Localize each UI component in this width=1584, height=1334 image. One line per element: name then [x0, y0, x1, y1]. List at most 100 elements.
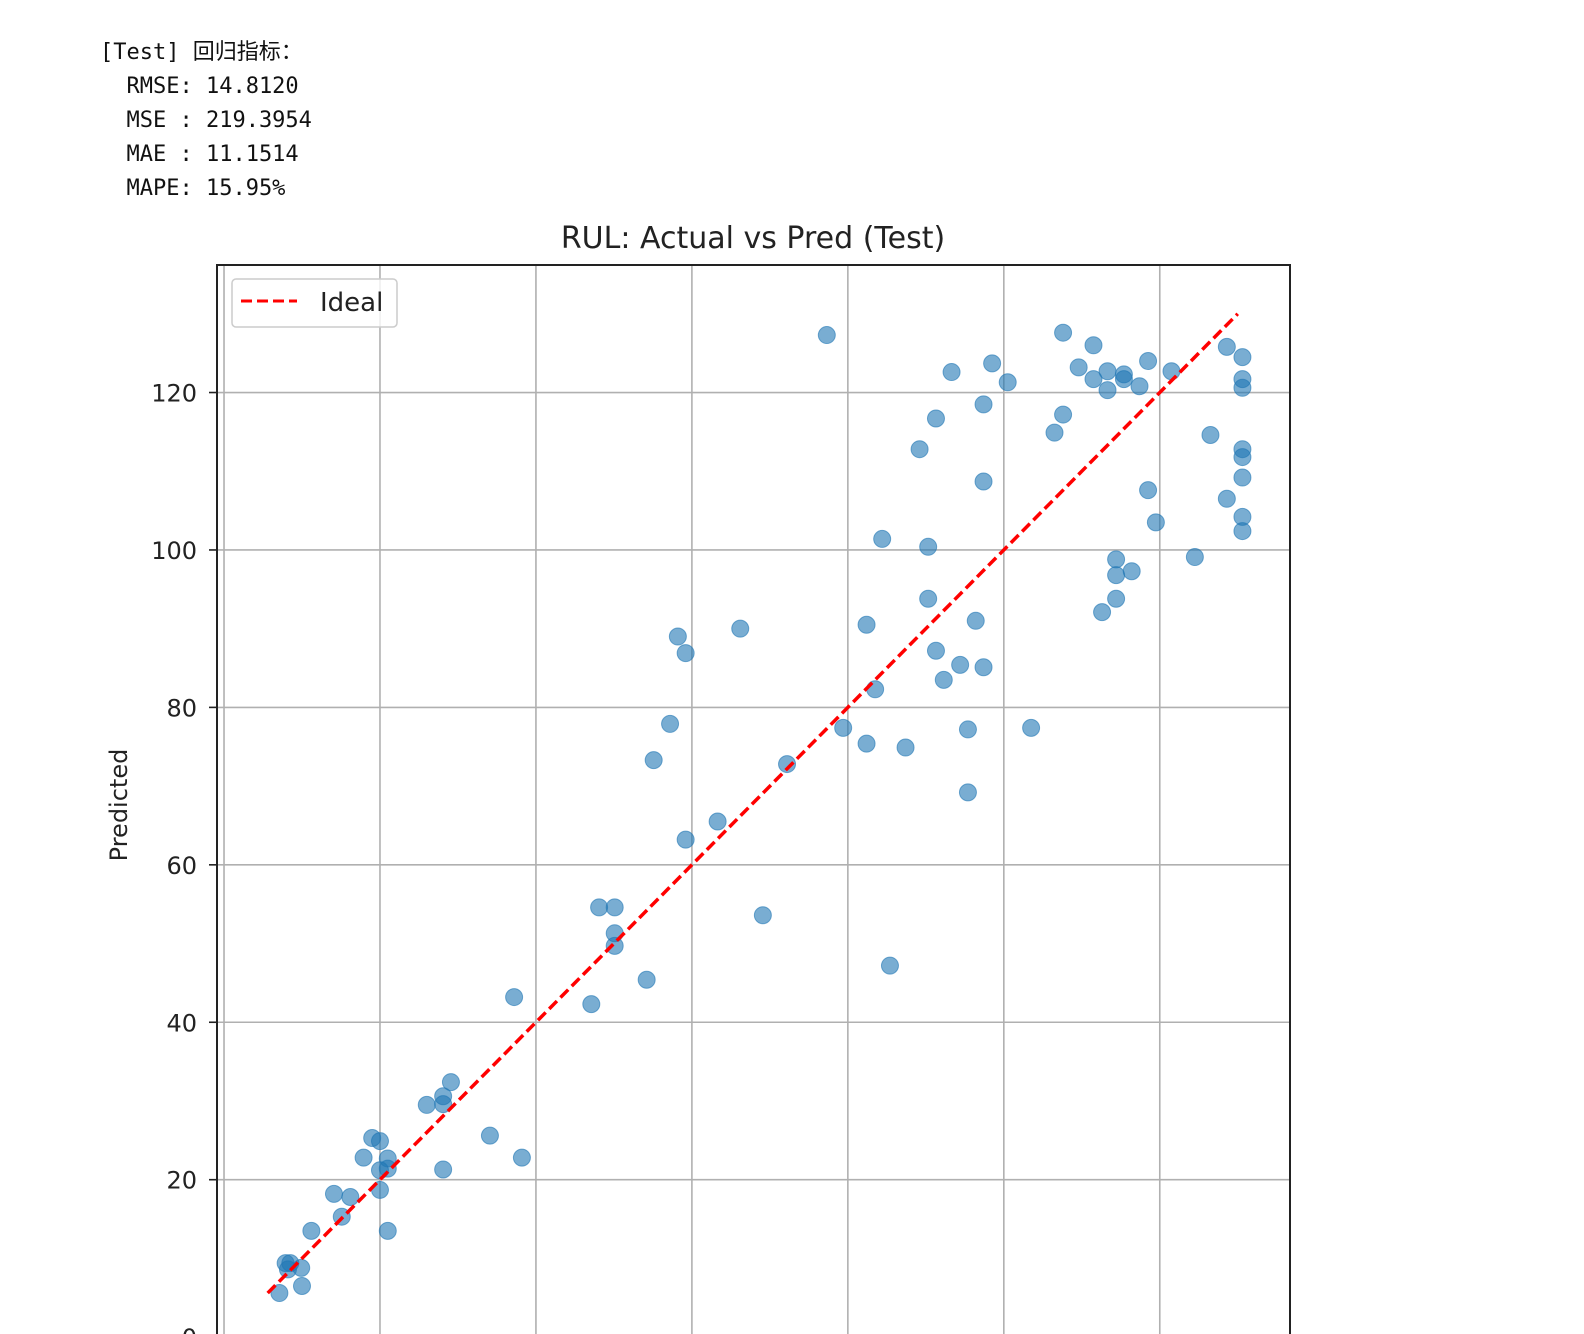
- y-tick-label: 20: [166, 1167, 197, 1195]
- data-point: [1233, 448, 1252, 467]
- data-point: [974, 395, 993, 414]
- data-point: [966, 611, 985, 630]
- data-point: [731, 619, 750, 638]
- data-point: [942, 363, 961, 382]
- data-point: [919, 537, 938, 556]
- plot-frame: [216, 264, 1291, 1334]
- data-point: [1233, 468, 1252, 487]
- data-point: [1233, 348, 1252, 367]
- data-point: [919, 589, 938, 608]
- y-axis-label: Predicted: [105, 749, 133, 862]
- y-ticks: 0 20 40 60 80 100 120: [151, 380, 217, 1334]
- data-point: [880, 956, 899, 975]
- data-point: [753, 906, 772, 925]
- y-tick-label: 120: [151, 380, 197, 408]
- data-point: [605, 898, 624, 917]
- data-point: [370, 1132, 389, 1151]
- data-point: [1093, 603, 1112, 622]
- data-point: [1098, 362, 1117, 381]
- data-point: [434, 1095, 453, 1114]
- legend-ideal-label: Ideal: [320, 288, 383, 318]
- data-point: [998, 373, 1017, 392]
- data-point: [926, 641, 945, 660]
- data-point: [378, 1221, 397, 1240]
- data-point: [1098, 381, 1117, 400]
- data-point: [644, 751, 663, 770]
- data-point: [676, 644, 695, 663]
- data-point: [1146, 513, 1165, 532]
- data-point: [441, 1073, 460, 1092]
- y-tick-label: 0: [182, 1324, 197, 1334]
- data-point: [354, 1148, 373, 1167]
- data-point: [605, 936, 624, 955]
- data-point: [341, 1188, 360, 1207]
- data-point: [926, 409, 945, 428]
- y-tick-label: 60: [166, 852, 197, 880]
- data-point: [1139, 481, 1158, 500]
- metrics-output: [Test] 回归指标： RMSE: 14.8120 MSE : 219.395…: [100, 36, 312, 206]
- data-point: [661, 714, 680, 733]
- data-point: [1122, 562, 1141, 581]
- chart-title: RUL: Actual vs Pred (Test): [561, 221, 945, 256]
- data-point: [590, 898, 609, 917]
- data-point: [1069, 358, 1088, 377]
- data-point: [1201, 426, 1220, 445]
- data-point: [1054, 405, 1073, 424]
- data-point: [324, 1184, 343, 1203]
- data-point: [1162, 362, 1181, 381]
- data-point: [951, 655, 970, 674]
- data-point: [1054, 323, 1073, 342]
- ideal-series: [266, 312, 1239, 1295]
- data-point: [983, 354, 1002, 373]
- y-tick-label: 80: [166, 694, 197, 722]
- data-point: [958, 720, 977, 739]
- data-point: [370, 1161, 389, 1180]
- data-point: [857, 734, 876, 753]
- data-point: [1084, 336, 1103, 355]
- data-point: [1045, 423, 1064, 442]
- data-point: [896, 738, 915, 757]
- data-point: [1084, 370, 1103, 389]
- data-point: [834, 718, 853, 737]
- data-point: [1107, 566, 1126, 585]
- data-point: [708, 812, 727, 831]
- data-point: [668, 627, 687, 646]
- grid: [217, 265, 1290, 1334]
- data-point: [778, 755, 797, 774]
- data-point: [1130, 377, 1149, 396]
- data-point: [512, 1148, 531, 1167]
- data-point: [292, 1276, 311, 1295]
- metric-mae: MAE : 11.1514: [100, 142, 299, 167]
- data-point: [873, 529, 892, 548]
- data-point: [1217, 337, 1236, 356]
- data-point: [1185, 548, 1204, 567]
- data-point: [1107, 589, 1126, 608]
- data-point: [1233, 378, 1252, 397]
- data-point: [582, 995, 601, 1014]
- legend-box: [231, 278, 398, 328]
- data-point: [866, 680, 885, 699]
- data-point: [817, 326, 836, 345]
- data-point: [1107, 550, 1126, 569]
- data-point: [1139, 352, 1158, 371]
- legend: Ideal: [231, 278, 398, 328]
- data-point: [292, 1258, 311, 1277]
- data-point: [1022, 718, 1041, 737]
- metrics-header: [Test] 回归指标：: [100, 40, 303, 65]
- data-point: [637, 970, 656, 989]
- data-point: [934, 670, 953, 689]
- data-point: [857, 615, 876, 634]
- data-point: [974, 472, 993, 491]
- points: [270, 323, 1252, 1303]
- metric-mse: MSE : 219.3954: [100, 108, 312, 133]
- data-point: [974, 658, 993, 677]
- y-tick-label: 100: [151, 537, 197, 565]
- data-point: [1217, 489, 1236, 508]
- data-point: [434, 1160, 453, 1179]
- data-point: [480, 1126, 499, 1145]
- data-point: [270, 1284, 289, 1303]
- metric-rmse: RMSE: 14.8120: [100, 74, 299, 99]
- data-point: [1233, 522, 1252, 541]
- data-point: [676, 830, 695, 849]
